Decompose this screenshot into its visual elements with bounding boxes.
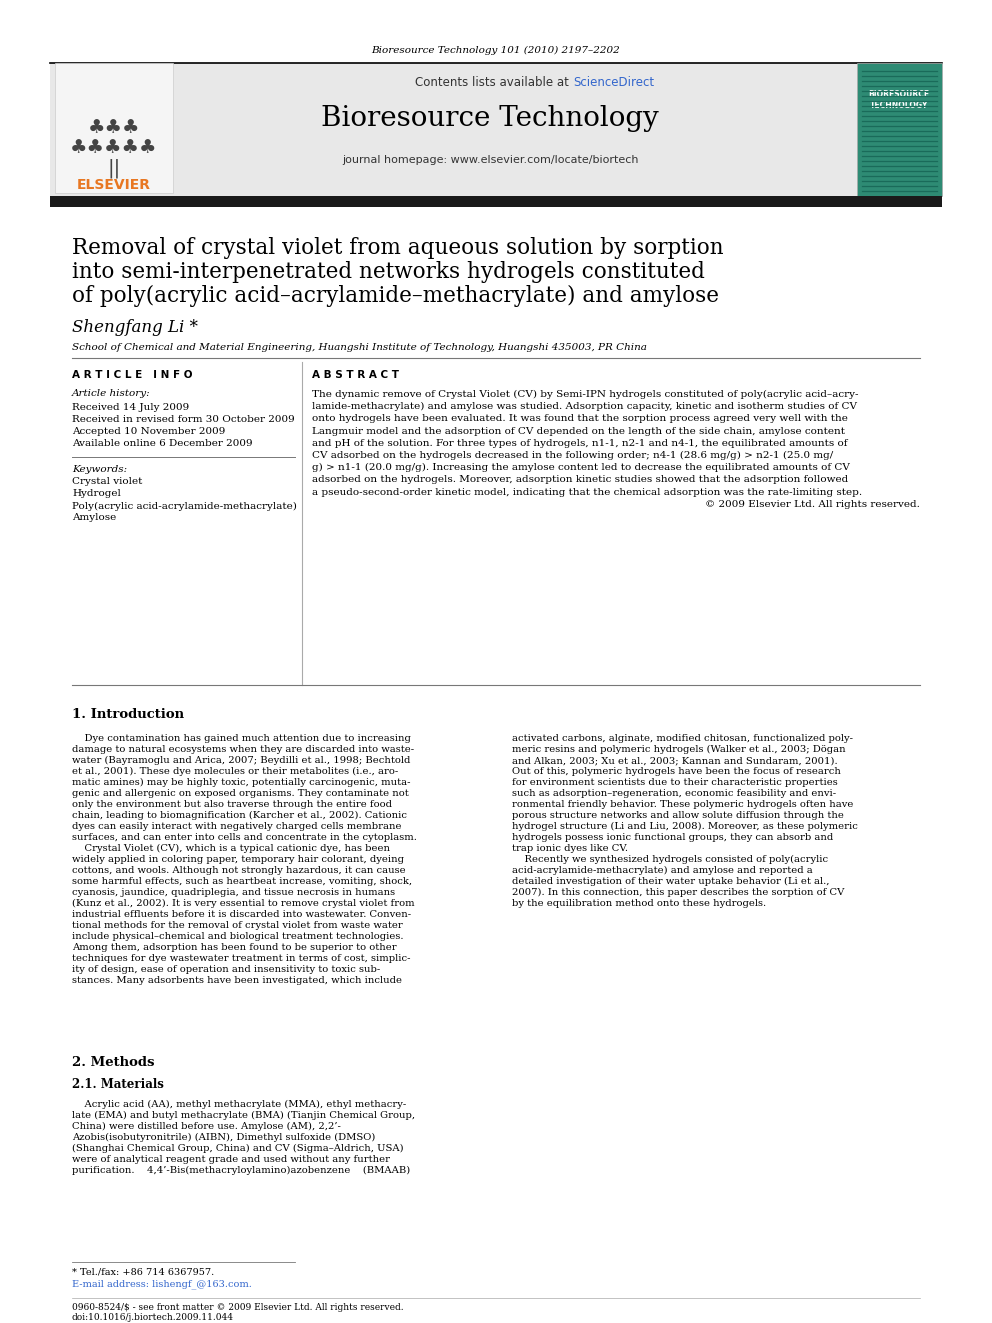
- Text: Shengfang Li *: Shengfang Li *: [72, 319, 198, 336]
- Text: Bioresource Technology: Bioresource Technology: [321, 105, 659, 131]
- Text: doi:10.1016/j.biortech.2009.11.044: doi:10.1016/j.biortech.2009.11.044: [72, 1314, 234, 1323]
- Text: Acrylic acid (AA), methyl methacrylate (MMA), ethyl methacry-: Acrylic acid (AA), methyl methacrylate (…: [72, 1099, 407, 1109]
- Text: stances. Many adsorbents have been investigated, which include: stances. Many adsorbents have been inves…: [72, 976, 402, 986]
- Text: Azobis(isobutyronitrile) (AIBN), Dimethyl sulfoxide (DMSO): Azobis(isobutyronitrile) (AIBN), Dimethy…: [72, 1132, 375, 1142]
- Text: Contents lists available at: Contents lists available at: [415, 75, 572, 89]
- Text: acid-acrylamide-methacrylate) and amylose and reported a: acid-acrylamide-methacrylate) and amylos…: [512, 867, 812, 875]
- Text: (Shanghai Chemical Group, China) and CV (Sigma–Aldrich, USA): (Shanghai Chemical Group, China) and CV …: [72, 1144, 404, 1154]
- Text: Removal of crystal violet from aqueous solution by sorption: Removal of crystal violet from aqueous s…: [72, 237, 723, 259]
- Text: * Tel./fax: +86 714 6367957.: * Tel./fax: +86 714 6367957.: [72, 1267, 214, 1277]
- Bar: [55, 64, 173, 193]
- Text: activated carbons, alginate, modified chitosan, functionalized poly-: activated carbons, alginate, modified ch…: [512, 734, 853, 744]
- Text: Poly(acrylic acid-acrylamide-methacrylate): Poly(acrylic acid-acrylamide-methacrylat…: [72, 501, 297, 511]
- Text: © 2009 Elsevier Ltd. All rights reserved.: © 2009 Elsevier Ltd. All rights reserved…: [705, 500, 920, 509]
- Text: The dynamic remove of Crystal Violet (CV) by Semi-IPN hydrogels constituted of p: The dynamic remove of Crystal Violet (CV…: [312, 390, 858, 400]
- Text: Crystal violet: Crystal violet: [72, 478, 143, 487]
- Text: g) > n1-1 (20.0 mg/g). Increasing the amylose content led to decrease the equili: g) > n1-1 (20.0 mg/g). Increasing the am…: [312, 463, 850, 472]
- Text: Langmuir model and the adsorption of CV depended on the length of the side chain: Langmuir model and the adsorption of CV …: [312, 426, 845, 435]
- Text: 2.1. Materials: 2.1. Materials: [72, 1077, 164, 1090]
- Text: Keywords:: Keywords:: [72, 464, 127, 474]
- Text: 0960-8524/$ - see front matter © 2009 Elsevier Ltd. All rights reserved.: 0960-8524/$ - see front matter © 2009 El…: [72, 1303, 404, 1312]
- Text: and Alkan, 2003; Xu et al., 2003; Kannan and Sundaram, 2001).: and Alkan, 2003; Xu et al., 2003; Kannan…: [512, 755, 837, 765]
- Text: genic and allergenic on exposed organisms. They contaminate not: genic and allergenic on exposed organism…: [72, 789, 409, 798]
- Text: widely applied in coloring paper, temporary hair colorant, dyeing: widely applied in coloring paper, tempor…: [72, 855, 404, 864]
- Text: porous structure networks and allow solute diffusion through the: porous structure networks and allow solu…: [512, 811, 844, 820]
- Text: lamide-methacrylate) and amylose was studied. Adsorption capacity, kinetic and i: lamide-methacrylate) and amylose was stu…: [312, 402, 857, 411]
- Bar: [857, 64, 942, 196]
- Text: late (EMA) and butyl methacrylate (BMA) (Tianjin Chemical Group,: late (EMA) and butyl methacrylate (BMA) …: [72, 1111, 415, 1121]
- Text: adsorbed on the hydrogels. Moreover, adsorption kinetic studies showed that the : adsorbed on the hydrogels. Moreover, ads…: [312, 475, 848, 484]
- Text: cyanosis, jaundice, quadriplegia, and tissue necrosis in humans: cyanosis, jaundice, quadriplegia, and ti…: [72, 888, 395, 897]
- Text: Article history:: Article history:: [72, 389, 151, 398]
- Bar: [50, 64, 942, 198]
- Text: include physical–chemical and biological treatment technologies.: include physical–chemical and biological…: [72, 931, 404, 941]
- Text: by the equilibration method onto these hydrogels.: by the equilibration method onto these h…: [512, 900, 766, 908]
- Text: Hydrogel: Hydrogel: [72, 490, 121, 499]
- Text: A R T I C L E   I N F O: A R T I C L E I N F O: [72, 370, 192, 380]
- Text: Received 14 July 2009: Received 14 July 2009: [72, 404, 189, 413]
- Text: were of analytical reagent grade and used without any further: were of analytical reagent grade and use…: [72, 1155, 390, 1164]
- Text: industrial effluents before it is discarded into wastewater. Conven-: industrial effluents before it is discar…: [72, 910, 411, 919]
- Text: Dye contamination has gained much attention due to increasing: Dye contamination has gained much attent…: [72, 734, 411, 744]
- Text: techniques for dye wastewater treatment in terms of cost, simplic-: techniques for dye wastewater treatment …: [72, 954, 411, 963]
- Text: for environment scientists due to their characteristic properties: for environment scientists due to their …: [512, 778, 838, 787]
- Text: China) were distilled before use. Amylose (AM), 2,2’-: China) were distilled before use. Amylos…: [72, 1122, 341, 1131]
- Text: into semi-interpenetrated networks hydrogels constituted: into semi-interpenetrated networks hydro…: [72, 261, 705, 283]
- Text: ScienceDirect: ScienceDirect: [573, 75, 654, 89]
- Text: matic amines) may be highly toxic, potentially carcinogenic, muta-: matic amines) may be highly toxic, poten…: [72, 778, 411, 787]
- Text: Bioresource Technology 101 (2010) 2197–2202: Bioresource Technology 101 (2010) 2197–2…: [372, 45, 620, 54]
- Text: et al., 2001). These dye molecules or their metabolites (i.e., aro-: et al., 2001). These dye molecules or th…: [72, 767, 398, 777]
- Text: meric resins and polymeric hydrogels (Walker et al., 2003; Dögan: meric resins and polymeric hydrogels (Wa…: [512, 745, 845, 754]
- Text: Available online 6 December 2009: Available online 6 December 2009: [72, 439, 253, 448]
- Text: Out of this, polymeric hydrogels have been the focus of research: Out of this, polymeric hydrogels have be…: [512, 767, 841, 777]
- Text: of poly(acrylic acid–acrylamide–methacrylate) and amylose: of poly(acrylic acid–acrylamide–methacry…: [72, 284, 719, 307]
- Text: purification.    4,4’-Bis(methacryloylamino)azobenzene    (BMAAB): purification. 4,4’-Bis(methacryloylamino…: [72, 1166, 411, 1175]
- Text: CV adsorbed on the hydrogels decreased in the following order; n4-1 (28.6 mg/g) : CV adsorbed on the hydrogels decreased i…: [312, 451, 833, 460]
- Text: School of Chemical and Material Engineering, Huangshi Institute of Technology, H: School of Chemical and Material Engineer…: [72, 344, 647, 352]
- Text: Crystal Violet (CV), which is a typical cationic dye, has been: Crystal Violet (CV), which is a typical …: [72, 844, 390, 853]
- Text: Accepted 10 November 2009: Accepted 10 November 2009: [72, 427, 225, 437]
- Text: hydrogels possess ionic functional groups, they can absorb and: hydrogels possess ionic functional group…: [512, 833, 833, 841]
- Text: cottons, and wools. Although not strongly hazardous, it can cause: cottons, and wools. Although not strongl…: [72, 867, 406, 875]
- Text: chain, leading to biomagnification (Karcher et al., 2002). Cationic: chain, leading to biomagnification (Karc…: [72, 811, 407, 820]
- Text: Amylose: Amylose: [72, 513, 116, 523]
- Text: ronmental friendly behavior. These polymeric hydrogels often have: ronmental friendly behavior. These polym…: [512, 800, 853, 808]
- Text: 1. Introduction: 1. Introduction: [72, 708, 185, 721]
- Text: such as adsorption–regeneration, economic feasibility and envi-: such as adsorption–regeneration, economi…: [512, 789, 836, 798]
- Text: detailed investigation of their water uptake behavior (Li et al.,: detailed investigation of their water up…: [512, 877, 829, 886]
- Text: Recently we synthesized hydrogels consisted of poly(acrylic: Recently we synthesized hydrogels consis…: [512, 855, 828, 864]
- Text: (Kunz et al., 2002). It is very essential to remove crystal violet from: (Kunz et al., 2002). It is very essentia…: [72, 900, 415, 908]
- Text: damage to natural ecosystems when they are discarded into waste-: damage to natural ecosystems when they a…: [72, 745, 414, 754]
- Text: A B S T R A C T: A B S T R A C T: [312, 370, 399, 380]
- Text: water (Bayramoglu and Arica, 2007; Beydilli et al., 1998; Bechtold: water (Bayramoglu and Arica, 2007; Beydi…: [72, 755, 411, 765]
- Text: trap ionic dyes like CV.: trap ionic dyes like CV.: [512, 844, 628, 853]
- Text: BIORESOURCE
TECHNOLOGY: BIORESOURCE TECHNOLOGY: [868, 90, 930, 110]
- Text: and pH of the solution. For three types of hydrogels, n1-1, n2-1 and n4-1, the e: and pH of the solution. For three types …: [312, 439, 847, 447]
- Text: onto hydrogels have been evaluated. It was found that the sorption process agree: onto hydrogels have been evaluated. It w…: [312, 414, 848, 423]
- Text: ♣♣♣
♣♣♣♣♣
||: ♣♣♣ ♣♣♣♣♣ ||: [70, 118, 158, 179]
- Text: Received in revised form 30 October 2009: Received in revised form 30 October 2009: [72, 415, 295, 425]
- Bar: [50, 196, 942, 206]
- Text: 2007). In this connection, this paper describes the sorption of CV: 2007). In this connection, this paper de…: [512, 888, 844, 897]
- Text: only the environment but also traverse through the entire food: only the environment but also traverse t…: [72, 800, 392, 808]
- Text: ELSEVIER: ELSEVIER: [77, 179, 151, 192]
- Text: tional methods for the removal of crystal violet from waste water: tional methods for the removal of crysta…: [72, 921, 403, 930]
- Text: a pseudo-second-order kinetic model, indicating that the chemical adsorption was: a pseudo-second-order kinetic model, ind…: [312, 488, 862, 496]
- Text: hydrogel structure (Li and Liu, 2008). Moreover, as these polymeric: hydrogel structure (Li and Liu, 2008). M…: [512, 822, 858, 831]
- Text: Among them, adsorption has been found to be superior to other: Among them, adsorption has been found to…: [72, 943, 397, 953]
- Text: some harmful effects, such as heartbeat increase, vomiting, shock,: some harmful effects, such as heartbeat …: [72, 877, 412, 886]
- Text: dyes can easily interact with negatively charged cells membrane: dyes can easily interact with negatively…: [72, 822, 402, 831]
- Text: surfaces, and can enter into cells and concentrate in the cytoplasm.: surfaces, and can enter into cells and c…: [72, 833, 417, 841]
- Text: E-mail address: lishengf_@163.com.: E-mail address: lishengf_@163.com.: [72, 1279, 252, 1289]
- Text: 2. Methods: 2. Methods: [72, 1057, 155, 1069]
- Text: journal homepage: www.elsevier.com/locate/biortech: journal homepage: www.elsevier.com/locat…: [342, 155, 638, 165]
- Text: ity of design, ease of operation and insensitivity to toxic sub-: ity of design, ease of operation and ins…: [72, 964, 380, 974]
